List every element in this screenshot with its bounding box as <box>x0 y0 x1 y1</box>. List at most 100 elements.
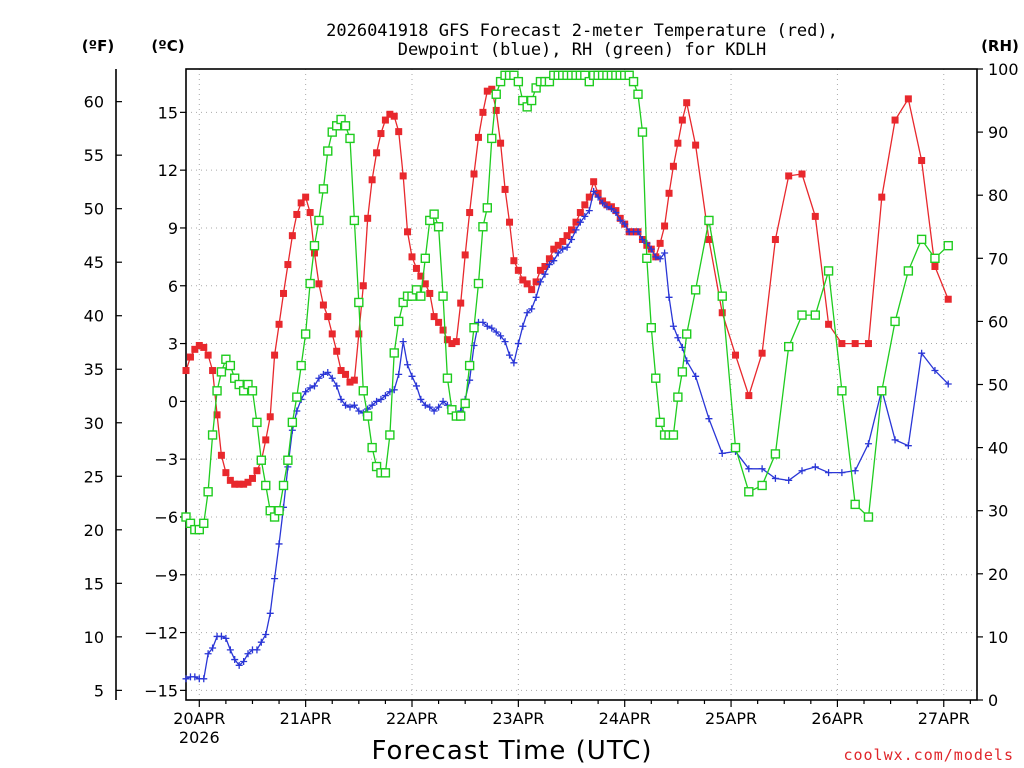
dewpoint-point <box>306 384 314 392</box>
temperature-point <box>293 210 301 218</box>
temperature-point <box>798 170 806 178</box>
rh-point <box>487 133 497 144</box>
fahrenheit-tick-label: 30 <box>84 414 104 433</box>
rh-point <box>628 76 639 87</box>
temperature-point <box>381 116 389 124</box>
temperature-point <box>678 116 686 124</box>
temperature-point <box>918 157 926 165</box>
rh-point <box>491 89 501 99</box>
dewpoint-point <box>554 249 562 257</box>
temperature-point <box>262 436 270 444</box>
rh-point <box>943 240 953 251</box>
dewpoint-point <box>209 644 217 652</box>
dewpoint-point <box>603 203 611 211</box>
rh-point <box>930 253 940 264</box>
temperature-point <box>439 326 447 334</box>
fahrenheit-tick-label: 20 <box>84 521 104 540</box>
dewpoint-point <box>395 370 403 378</box>
rh-point <box>916 234 927 245</box>
temperature-point <box>506 218 514 226</box>
x-tick-sublabel: 2026 <box>179 728 220 747</box>
dewpoint-point <box>528 305 536 313</box>
dewpoint-point <box>404 361 412 369</box>
temperature-point <box>191 345 199 353</box>
celsius-tick-label: −3 <box>154 450 178 469</box>
temperature-point <box>452 338 460 346</box>
dewpoint-point <box>568 236 576 244</box>
rh-point <box>637 127 648 137</box>
temperature-point <box>333 347 341 355</box>
dewpoint-point <box>838 469 846 477</box>
rh-point <box>305 278 315 289</box>
temperature-point <box>838 340 846 348</box>
fahrenheit-tick-label: 55 <box>84 146 104 165</box>
temperature-point <box>545 255 553 263</box>
rh-point <box>314 215 324 226</box>
temperature-point <box>492 106 500 114</box>
temperature-point <box>497 139 505 147</box>
rh-point <box>394 316 404 327</box>
dewpoint-point <box>257 638 265 646</box>
rh-point <box>633 89 643 99</box>
dewpoint-point <box>240 657 248 665</box>
dewpoint-point <box>488 324 496 332</box>
dewpoint-point <box>253 646 261 654</box>
rh-point <box>646 323 656 333</box>
dewpoint-point <box>430 407 438 415</box>
temperature-point <box>222 469 230 477</box>
fahrenheit-tick-label: 10 <box>84 628 104 647</box>
temperature-point <box>209 367 217 375</box>
temperature-point <box>488 85 496 93</box>
dewpoint-point <box>421 401 429 409</box>
temperature-point <box>284 261 292 269</box>
rh-point <box>420 253 430 264</box>
rh-point <box>837 386 847 396</box>
temperature-point <box>864 340 872 348</box>
rh-point <box>252 417 262 428</box>
temperature-point <box>532 278 540 286</box>
rh-point <box>212 386 222 396</box>
rh-point <box>863 512 874 522</box>
temperature-point <box>661 222 669 230</box>
temperature-point <box>266 413 274 421</box>
dewpoint-point <box>235 661 243 669</box>
temperature-point <box>656 239 664 247</box>
dewpoint-point <box>523 309 531 317</box>
rh-point <box>300 329 311 339</box>
rh-point <box>354 297 364 308</box>
x-axis-title: Forecast Time (UTC) <box>371 736 652 766</box>
fahrenheit-tick-label: 45 <box>84 253 104 272</box>
rh-point <box>309 240 320 251</box>
dewpoint-point <box>607 205 615 213</box>
temperature-point <box>944 295 952 303</box>
temperature-point <box>226 476 234 484</box>
temperature-point <box>559 237 567 245</box>
temperature-point <box>519 276 527 284</box>
rh-point <box>690 285 701 295</box>
rh-point <box>770 449 781 459</box>
dewpoint-point <box>399 338 407 346</box>
rh-point <box>323 146 333 156</box>
temperature-point <box>572 218 580 226</box>
x-tick-label: 22APR <box>386 709 438 728</box>
temperature-point <box>377 130 385 138</box>
dewpoint-point <box>346 403 354 411</box>
series-rh <box>181 70 953 535</box>
temperature-point <box>404 228 412 236</box>
temperature-point <box>346 378 354 386</box>
fahrenheit-tick-label: 5 <box>94 681 104 700</box>
temperature-point <box>510 257 518 265</box>
temperature-point <box>288 232 296 240</box>
rh-tick-label: 30 <box>988 502 1008 521</box>
dewpoint-point <box>944 380 952 388</box>
rh-point <box>199 518 209 529</box>
temperature-point <box>240 480 248 488</box>
dewpoint-point <box>581 212 589 220</box>
rh-point <box>730 442 741 453</box>
temperature-point <box>426 289 434 297</box>
temperature-point <box>732 351 740 359</box>
chart-title-line2: Dewpoint (blue), RH (green) for KDLH <box>398 40 766 60</box>
dewpoint-point <box>647 245 655 253</box>
dewpoint-point <box>244 650 252 658</box>
temperature-point <box>275 320 283 328</box>
